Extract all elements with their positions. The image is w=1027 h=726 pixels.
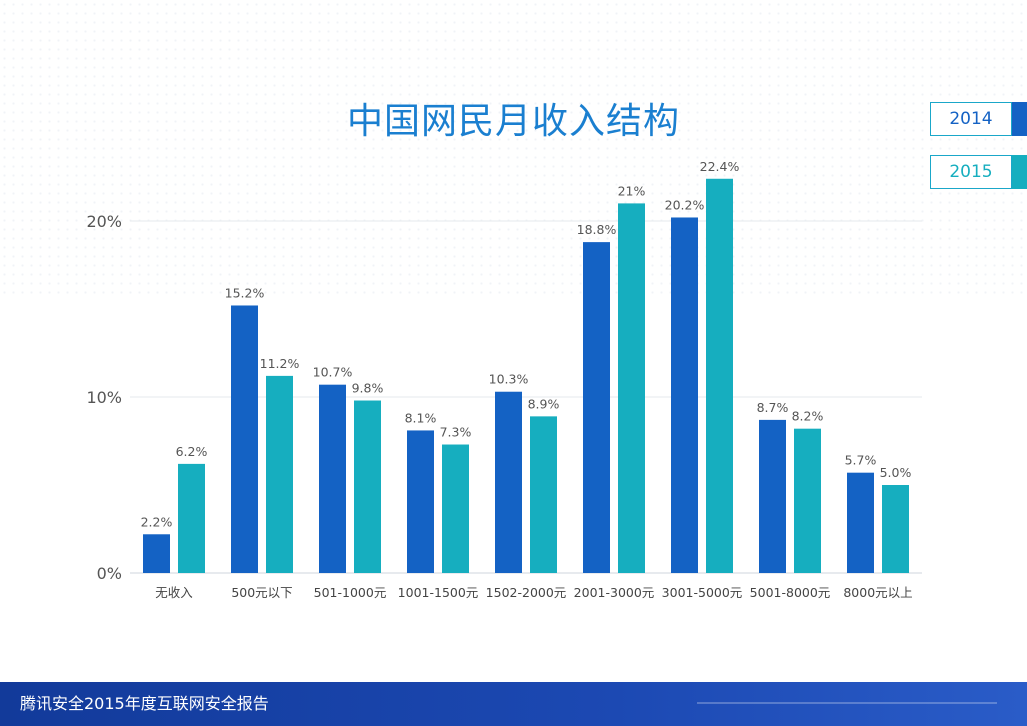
x-tick-label: 1502-2000元: [486, 585, 567, 600]
data-label: 10.3%: [489, 372, 529, 387]
x-tick-label: 3001-5000元: [662, 585, 743, 600]
data-label: 20.2%: [665, 197, 705, 212]
y-tick-label: 0%: [97, 564, 122, 583]
data-label: 8.1%: [405, 410, 437, 425]
x-tick-label: 2001-3000元: [574, 585, 655, 600]
data-label: 11.2%: [260, 356, 300, 371]
chart-title: 中国网民月收入结构: [346, 101, 680, 142]
x-tick-label: 8000元以上: [843, 585, 912, 600]
data-label: 5.0%: [880, 465, 912, 480]
footer-text: 腾讯安全2015年度互联网安全报告: [20, 694, 269, 713]
bar-chart: 0% 10% 20% 2.2% 6.2% 无收入 15.2% 11.2% 500元以下 10.7%…: [86, 159, 922, 600]
data-label: 8.9%: [528, 396, 560, 411]
legend-item-2014: 2014: [930, 102, 1027, 136]
data-label: 6.2%: [176, 444, 208, 459]
bar-2015: [530, 416, 557, 573]
background-pattern: [0, 0, 1027, 300]
data-label: 9.8%: [352, 381, 384, 396]
x-tick-label: 500元以下: [231, 585, 292, 600]
bar-2015: [442, 444, 469, 573]
footer-decoration: [697, 702, 997, 704]
bar-2015: [178, 463, 205, 573]
data-label: 8.7%: [757, 400, 789, 415]
data-label: 22.4%: [700, 159, 740, 174]
footer-bar: 腾讯安全2015年度互联网安全报告: [0, 682, 1027, 726]
x-tick-label: 501-1000元: [314, 585, 387, 600]
data-label: 21%: [618, 183, 646, 198]
bar-2015: [266, 375, 293, 573]
bar-2015: [794, 428, 821, 573]
legend-label-2015: 2015: [949, 162, 993, 182]
y-tick-label: 10%: [86, 388, 122, 407]
data-label: 8.2%: [792, 409, 824, 424]
data-label: 10.7%: [313, 365, 353, 380]
bar-2015: [706, 178, 733, 573]
legend-swatch-2015: [1012, 155, 1027, 189]
bar-2015: [882, 485, 909, 573]
legend-box: [930, 102, 1012, 136]
bar-2014: [407, 430, 434, 573]
bar-2014: [583, 242, 610, 573]
y-tick-label: 20%: [86, 212, 122, 231]
legend-swatch-2014: [1012, 102, 1027, 136]
bar-2014: [847, 472, 874, 573]
data-label: 18.8%: [577, 222, 617, 237]
x-tick-label: 无收入: [155, 585, 193, 600]
legend-item-2015: 2015: [930, 155, 1027, 189]
data-label: 2.2%: [141, 514, 173, 529]
bar-2014: [143, 534, 170, 573]
legend-label-2014: 2014: [949, 109, 993, 129]
bar-2015: [618, 203, 645, 573]
x-tick-label: 1001-1500元: [398, 585, 479, 600]
bar-2014: [671, 217, 698, 574]
data-label: 7.3%: [440, 425, 472, 440]
bar-2014: [231, 305, 258, 573]
legend-box: [930, 155, 1012, 189]
data-label: 5.7%: [845, 453, 877, 468]
x-tick-label: 5001-8000元: [750, 585, 831, 600]
data-label: 15.2%: [225, 285, 265, 300]
bar-2014: [759, 419, 786, 573]
bar-2014: [495, 391, 522, 573]
bar-2015: [354, 400, 381, 573]
bar-2014: [319, 384, 346, 573]
